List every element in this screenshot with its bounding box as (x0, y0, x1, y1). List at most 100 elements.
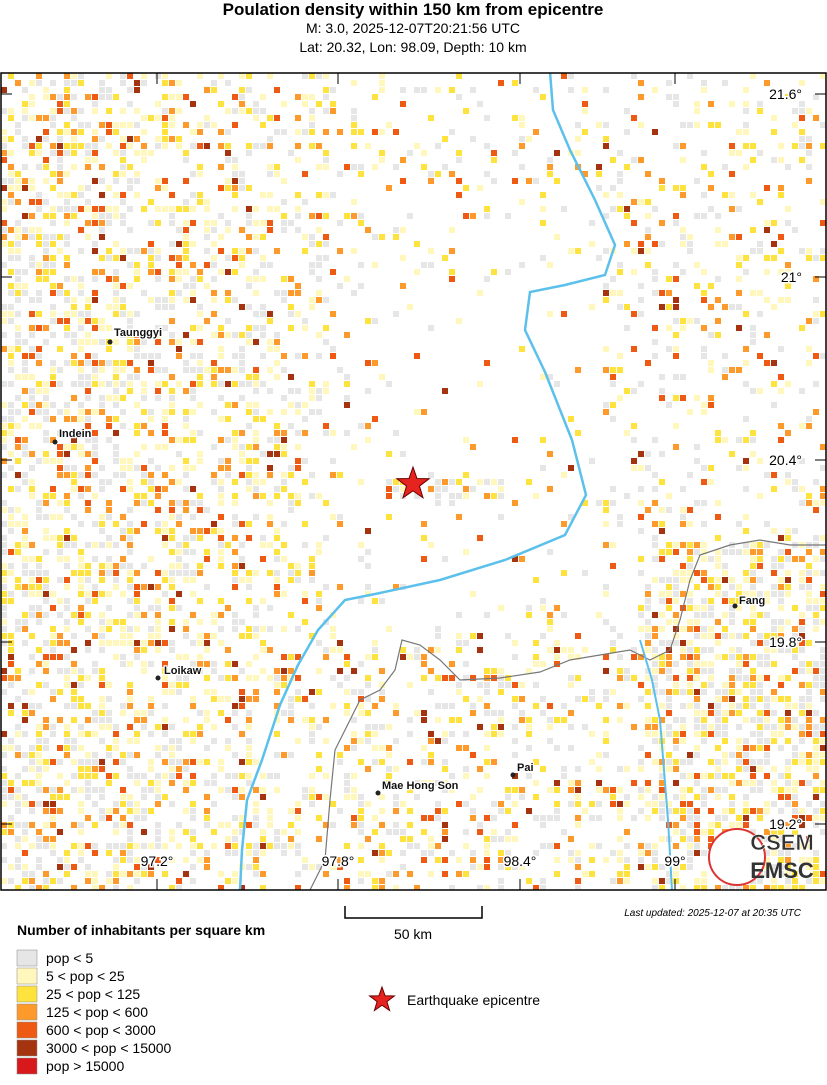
pop-cell (1, 633, 7, 639)
pop-cell (785, 570, 791, 576)
pop-cell (190, 290, 196, 296)
pop-cell (190, 500, 196, 506)
pop-cell (64, 535, 70, 541)
pop-cell (813, 752, 819, 758)
pop-cell (687, 626, 693, 632)
pop-cell (148, 871, 154, 877)
pop-cell (176, 136, 182, 142)
pop-cell (50, 213, 56, 219)
pop-cell (498, 801, 504, 807)
pop-cell (547, 612, 553, 618)
pop-cell (701, 213, 707, 219)
pop-cell (344, 710, 350, 716)
pop-cell (743, 801, 749, 807)
pop-cell (120, 626, 126, 632)
pop-cell (701, 605, 707, 611)
pop-cell (449, 276, 455, 282)
pop-cell (449, 675, 455, 681)
pop-cell (253, 472, 259, 478)
pop-cell (694, 318, 700, 324)
pop-cell (120, 801, 126, 807)
pop-cell (701, 87, 707, 93)
pop-cell (92, 381, 98, 387)
pop-cell (302, 717, 308, 723)
pop-cell (463, 437, 469, 443)
pop-cell (8, 647, 14, 653)
pop-cell (197, 269, 203, 275)
pop-cell (659, 388, 665, 394)
pop-cell (799, 640, 805, 646)
pop-cell (750, 143, 756, 149)
pop-cell (92, 850, 98, 856)
pop-cell (673, 682, 679, 688)
pop-cell (15, 220, 21, 226)
pop-cell (99, 164, 105, 170)
pop-cell (267, 570, 273, 576)
pop-cell (134, 647, 140, 653)
pop-cell (309, 269, 315, 275)
pop-cell (50, 374, 56, 380)
pop-cell (715, 745, 721, 751)
pop-cell (750, 766, 756, 772)
logo-bottom: EMSC (750, 858, 814, 883)
pop-cell (78, 192, 84, 198)
pop-cell (736, 675, 742, 681)
pop-cell (421, 654, 427, 660)
pop-cell (645, 213, 651, 219)
pop-cell (365, 675, 371, 681)
pop-cell (624, 304, 630, 310)
pop-cell (638, 311, 644, 317)
pop-cell (729, 101, 735, 107)
pop-cell (169, 682, 175, 688)
pop-cell (239, 521, 245, 527)
pop-cell (785, 724, 791, 730)
pop-cell (386, 381, 392, 387)
pop-cell (92, 444, 98, 450)
pop-cell (92, 143, 98, 149)
pop-cell (92, 661, 98, 667)
pop-cell (288, 507, 294, 513)
pop-cell (197, 171, 203, 177)
pop-cell (701, 871, 707, 877)
pop-cell (15, 255, 21, 261)
pop-cell (568, 675, 574, 681)
pop-cell (183, 787, 189, 793)
pop-cell (57, 794, 63, 800)
pop-cell (694, 689, 700, 695)
city-dot (155, 675, 161, 681)
pop-cell (134, 843, 140, 849)
pop-cell (582, 108, 588, 114)
pop-cell (673, 304, 679, 310)
pop-cell (197, 192, 203, 198)
pop-cell (673, 591, 679, 597)
pop-cell (78, 409, 84, 415)
pop-cell (1, 143, 7, 149)
pop-cell (211, 80, 217, 86)
pop-cell (463, 871, 469, 877)
pop-cell (218, 416, 224, 422)
pop-cell (1, 332, 7, 338)
pop-cell (197, 661, 203, 667)
pop-cell (78, 843, 84, 849)
pop-cell (29, 570, 35, 576)
pop-cell (666, 276, 672, 282)
pop-cell (225, 129, 231, 135)
pop-cell (743, 745, 749, 751)
pop-cell (764, 591, 770, 597)
pop-cell (820, 829, 826, 835)
pop-cell (8, 507, 14, 513)
pop-cell (36, 206, 42, 212)
pop-cell (22, 374, 28, 380)
pop-cell (106, 724, 112, 730)
pop-cell (407, 304, 413, 310)
pop-cell (218, 479, 224, 485)
pop-cell (785, 206, 791, 212)
pop-cell (645, 507, 651, 513)
pop-cell (771, 402, 777, 408)
pop-cell (617, 850, 623, 856)
pop-cell (785, 479, 791, 485)
pop-cell (820, 871, 826, 877)
pop-cell (673, 808, 679, 814)
pop-cell (757, 577, 763, 583)
pop-cell (92, 591, 98, 597)
